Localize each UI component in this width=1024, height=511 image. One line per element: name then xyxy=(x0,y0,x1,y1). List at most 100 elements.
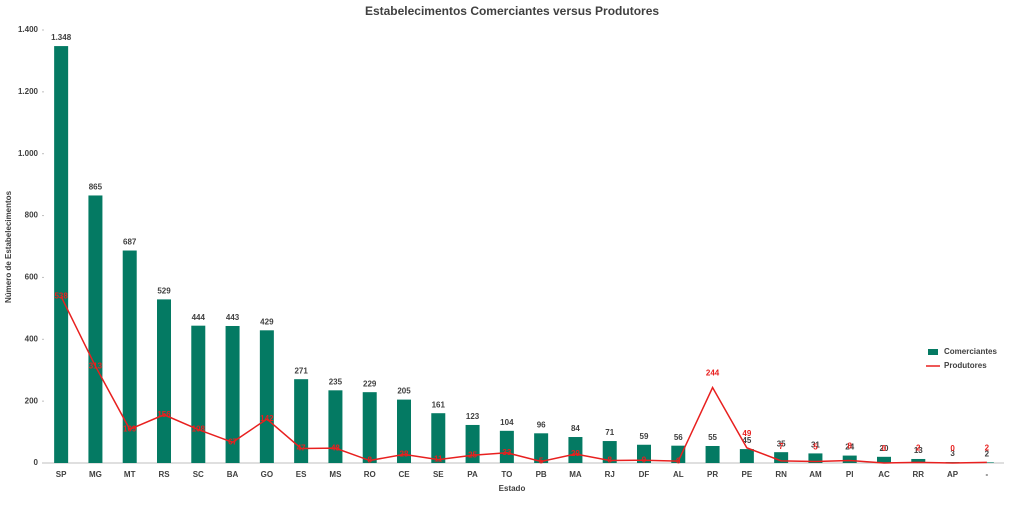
x-tick-label: - xyxy=(986,470,989,479)
bar-value-label: 123 xyxy=(466,412,480,421)
bar xyxy=(259,330,274,463)
y-tick-label: 800 xyxy=(25,211,39,220)
bar-value-label: 3 xyxy=(950,449,955,458)
x-tick-label: RO xyxy=(364,470,376,479)
bar xyxy=(568,437,583,463)
bar-value-label: 59 xyxy=(640,432,649,441)
bar xyxy=(191,325,206,463)
bar xyxy=(362,392,377,463)
bar-value-label: 161 xyxy=(432,400,446,409)
y-tick-label: 400 xyxy=(25,334,39,343)
x-tick-label: RN xyxy=(775,470,787,479)
line-value-label: 47 xyxy=(297,444,306,453)
y-tick-label: 1.400 xyxy=(18,25,39,34)
legend-label: Produtores xyxy=(944,361,987,370)
x-axis-label: Estado xyxy=(499,484,526,493)
x-tick-label: AL xyxy=(673,470,684,479)
bar xyxy=(499,430,514,463)
line-value-label: 8 xyxy=(847,442,852,451)
line-value-label: 8 xyxy=(607,456,612,465)
x-tick-label: CE xyxy=(398,470,410,479)
bar xyxy=(122,250,137,463)
x-tick-label: PE xyxy=(742,470,753,479)
line-value-label: 9 xyxy=(642,455,647,464)
x-tick-label: MG xyxy=(89,470,102,479)
line-value-label: 5 xyxy=(539,457,544,466)
x-tick-label: MT xyxy=(124,470,136,479)
bar xyxy=(88,195,103,464)
bar-value-label: 687 xyxy=(123,238,137,247)
y-tick-label: 600 xyxy=(25,273,39,282)
x-tick-label: RR xyxy=(913,470,925,479)
bar-value-label: 229 xyxy=(363,379,377,388)
line-value-label: 67 xyxy=(228,437,237,446)
bar xyxy=(671,445,686,463)
x-tick-label: RS xyxy=(158,470,170,479)
bar-value-label: 429 xyxy=(260,317,274,326)
line-value-label: 8 xyxy=(367,456,372,465)
bar-value-label: 205 xyxy=(397,387,411,396)
bar-value-label: 529 xyxy=(157,286,171,295)
bar xyxy=(739,449,754,463)
y-axis-label: Número de Estabelecimentos xyxy=(4,190,13,303)
bar xyxy=(294,379,309,463)
x-tick-label: MS xyxy=(329,470,342,479)
bar-value-label: 96 xyxy=(537,420,546,429)
bar-value-label: 1.348 xyxy=(51,33,72,42)
line-value-label: 28 xyxy=(400,449,409,458)
bar xyxy=(431,413,446,463)
bar-value-label: 20 xyxy=(880,444,889,453)
line-value-label: 538 xyxy=(54,292,68,301)
bar xyxy=(637,444,651,463)
x-tick-label: AC xyxy=(878,470,890,479)
line-value-label: 49 xyxy=(742,429,751,438)
bar xyxy=(877,456,891,463)
line-value-label: 0 xyxy=(882,444,887,453)
line-value-label: 6 xyxy=(676,456,681,465)
x-tick-label: SC xyxy=(193,470,204,479)
bar-value-label: 31 xyxy=(811,441,820,450)
x-tick-label: AP xyxy=(947,470,959,479)
bar xyxy=(911,458,926,463)
bar-value-label: 2 xyxy=(985,449,990,458)
bar-value-label: 45 xyxy=(742,436,751,445)
bar-value-label: 104 xyxy=(500,418,514,427)
bar xyxy=(328,390,343,463)
y-tick-label: 200 xyxy=(25,396,39,405)
legend-swatch xyxy=(928,349,938,355)
bar-value-label: 235 xyxy=(329,377,343,386)
bar xyxy=(54,46,69,463)
bar-value-label: 271 xyxy=(294,366,308,375)
bar-value-label: 444 xyxy=(192,313,206,322)
bar xyxy=(534,433,549,463)
line-value-label: 244 xyxy=(706,369,720,378)
line-value-label: 313 xyxy=(89,361,103,370)
bar-value-label: 55 xyxy=(708,433,717,442)
y-tick-label: 0 xyxy=(34,458,39,467)
line-value-label: 33 xyxy=(502,448,511,457)
bar-value-label: 13 xyxy=(914,446,923,455)
x-tick-label: PB xyxy=(536,470,547,479)
bar xyxy=(602,441,617,463)
line-value-label: 156 xyxy=(157,410,171,419)
x-tick-label: RJ xyxy=(605,470,615,479)
x-tick-label: PI xyxy=(846,470,854,479)
x-tick-label: TO xyxy=(501,470,512,479)
line-value-label: 0 xyxy=(950,444,955,453)
x-tick-label: DF xyxy=(639,470,650,479)
bar-value-label: 71 xyxy=(605,428,614,437)
x-tick-label: BA xyxy=(227,470,239,479)
x-tick-label: MA xyxy=(569,470,582,479)
x-tick-label: ES xyxy=(296,470,307,479)
line-value-label: 2 xyxy=(916,443,921,452)
line-value-label: 11 xyxy=(434,455,443,464)
x-tick-label: PR xyxy=(707,470,718,479)
x-tick-label: SE xyxy=(433,470,444,479)
bar-value-label: 865 xyxy=(89,183,103,192)
bar xyxy=(808,453,823,463)
x-tick-label: GO xyxy=(261,470,273,479)
line-value-label: 109 xyxy=(123,424,137,433)
bar-value-label: 84 xyxy=(571,424,580,433)
line-value-label: 2 xyxy=(985,443,990,452)
